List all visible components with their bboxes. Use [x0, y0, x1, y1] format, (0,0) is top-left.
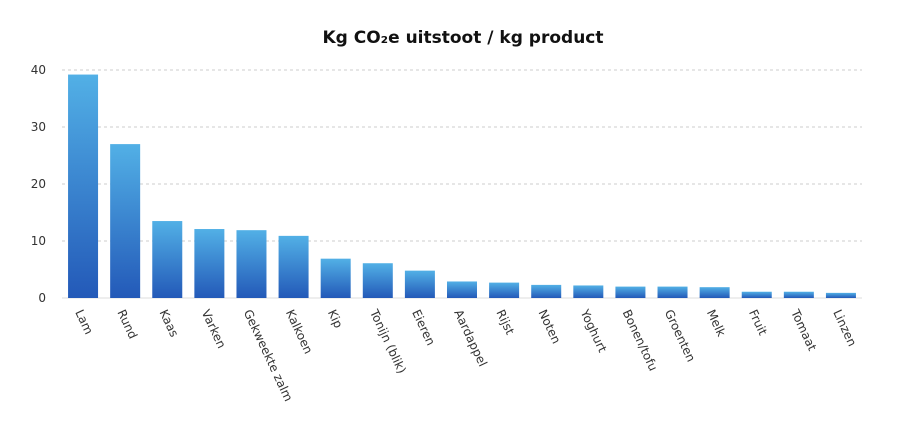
y-tick-label: 20	[31, 177, 46, 191]
bar	[362, 263, 393, 298]
x-tick-label: Linzen	[830, 307, 859, 348]
x-tick-label: Rund	[114, 307, 140, 341]
y-tick-label: 0	[38, 291, 46, 305]
x-tick-label: Groenten	[662, 307, 698, 364]
x-tick-label: Fruit	[746, 307, 770, 337]
bar	[68, 74, 99, 298]
x-tick-label: Melk	[704, 307, 729, 338]
bar	[236, 230, 267, 298]
bar	[825, 292, 856, 298]
bar	[783, 291, 814, 298]
x-tick-label: Tomaat	[788, 306, 820, 353]
x-tick-label: Bonen/tofu	[620, 307, 661, 373]
x-tick-label: Noten	[535, 307, 563, 346]
x-tick-label: Varken	[199, 307, 229, 350]
y-tick-label: 40	[31, 63, 46, 77]
bar	[320, 258, 351, 298]
x-tick-label: Kip	[325, 307, 346, 330]
x-tick-label: Kaas	[157, 307, 182, 339]
bar-layer	[68, 74, 856, 298]
x-tick-label: Lam	[72, 307, 96, 336]
x-tick-label: Tonijn (blik)	[367, 306, 409, 375]
bar	[404, 270, 435, 298]
x-tick-label: Aardappel	[451, 307, 490, 368]
x-tick-label: Kalkoen	[283, 307, 316, 356]
bar	[110, 144, 141, 298]
x-tick-label: Yoghurt	[577, 306, 609, 354]
bar	[194, 229, 225, 298]
y-axis-ticks: 0 10 20 30 40	[31, 63, 46, 305]
bar	[615, 286, 646, 298]
bar	[531, 284, 562, 298]
y-tick-label: 30	[31, 120, 46, 134]
y-tick-label: 10	[31, 234, 46, 248]
bar	[152, 221, 183, 298]
x-tick-label: Rijst	[493, 307, 517, 337]
bar	[699, 287, 730, 298]
x-tick-label: Eieren	[409, 307, 438, 347]
bar	[278, 235, 309, 298]
bar	[657, 286, 688, 298]
bar	[447, 281, 477, 298]
bar	[573, 285, 604, 298]
chart-title: Kg CO₂e uitstoot / kg product	[322, 28, 604, 48]
bar	[489, 282, 520, 298]
bar	[741, 291, 772, 298]
